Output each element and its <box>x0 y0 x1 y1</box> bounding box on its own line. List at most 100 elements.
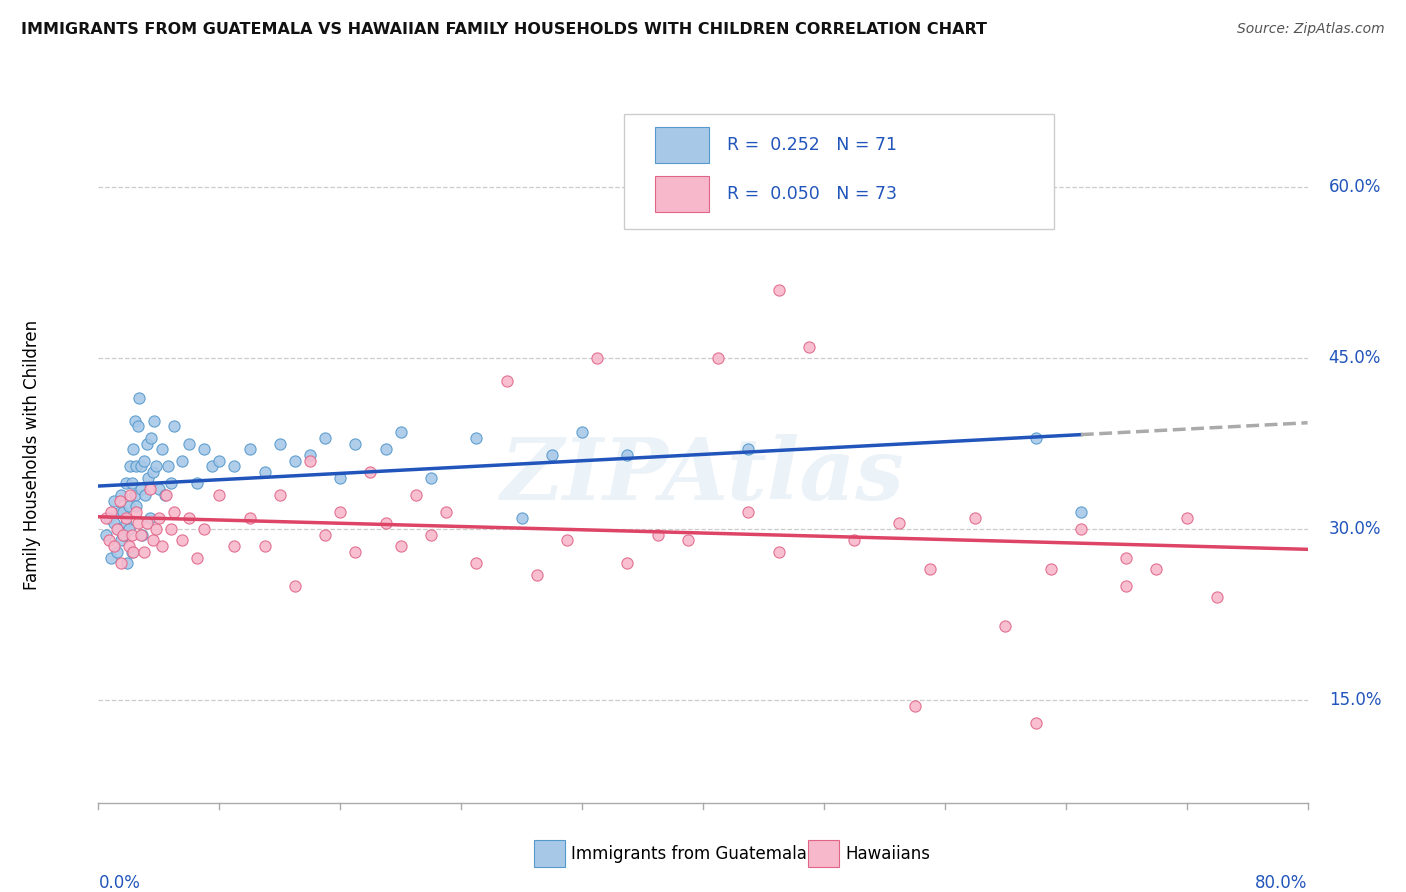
Point <box>127 516 149 531</box>
Point <box>94 528 117 542</box>
Point <box>269 488 291 502</box>
Point <box>124 414 146 428</box>
Point <box>616 448 638 462</box>
Point <box>768 545 790 559</box>
Point <box>374 516 396 531</box>
Point <box>239 510 262 524</box>
Point <box>994 619 1017 633</box>
Point <box>465 431 488 445</box>
Point <box>965 510 987 524</box>
Point <box>122 442 145 457</box>
Point <box>150 442 173 457</box>
Point <box>314 528 336 542</box>
Point <box>163 505 186 519</box>
Point <box>177 510 201 524</box>
Point <box>136 471 159 485</box>
Point <box>299 448 322 462</box>
Point <box>131 528 153 542</box>
Point <box>1070 522 1092 536</box>
Point <box>889 516 911 531</box>
Point <box>110 488 132 502</box>
Point <box>1144 562 1167 576</box>
Point <box>344 545 367 559</box>
Point <box>129 459 152 474</box>
Point <box>122 545 145 559</box>
Point <box>156 459 179 474</box>
Point <box>177 436 201 450</box>
Point <box>201 459 224 474</box>
Point <box>98 510 121 524</box>
Point <box>114 516 136 531</box>
FancyBboxPatch shape <box>655 128 709 163</box>
Point <box>114 476 136 491</box>
Point <box>170 453 193 467</box>
Point <box>150 539 173 553</box>
Point <box>100 505 122 519</box>
FancyBboxPatch shape <box>655 176 709 211</box>
Point <box>160 476 183 491</box>
Point <box>125 505 148 519</box>
Point <box>127 419 149 434</box>
Text: IMMIGRANTS FROM GUATEMALA VS HAWAIIAN FAMILY HOUSEHOLDS WITH CHILDREN CORRELATIO: IMMIGRANTS FROM GUATEMALA VS HAWAIIAN FA… <box>21 22 987 37</box>
Point <box>118 522 141 536</box>
Text: ZIPAtlas: ZIPAtlas <box>501 434 905 517</box>
Point <box>1115 579 1137 593</box>
Point <box>253 539 276 553</box>
Point <box>142 533 165 548</box>
Point <box>110 556 132 570</box>
Point <box>465 556 488 570</box>
Point <box>193 522 215 536</box>
Point <box>135 516 157 531</box>
Point <box>676 533 699 548</box>
Point <box>94 510 117 524</box>
Point <box>103 516 125 531</box>
Point <box>100 550 122 565</box>
Point <box>121 528 143 542</box>
Point <box>208 453 231 467</box>
Point <box>108 505 131 519</box>
Text: Family Households with Children: Family Households with Children <box>22 320 41 590</box>
Point <box>170 533 193 548</box>
Point <box>105 522 128 536</box>
Point <box>224 539 246 553</box>
Text: R =  0.252   N = 71: R = 0.252 N = 71 <box>727 136 897 154</box>
Point <box>419 528 441 542</box>
Point <box>186 476 208 491</box>
Point <box>1070 505 1092 519</box>
Point <box>616 556 638 570</box>
Point <box>904 698 927 713</box>
Point <box>105 545 128 559</box>
Text: Immigrants from Guatemala: Immigrants from Guatemala <box>571 845 807 863</box>
Point <box>129 482 152 496</box>
Text: 0.0%: 0.0% <box>98 873 141 891</box>
Point <box>389 539 412 553</box>
FancyBboxPatch shape <box>624 114 1053 229</box>
Point <box>118 500 141 514</box>
Point <box>143 414 166 428</box>
Point <box>797 340 820 354</box>
Point <box>132 453 155 467</box>
Point <box>107 522 129 536</box>
Point <box>193 442 215 457</box>
Point <box>114 510 136 524</box>
Point <box>844 533 866 548</box>
Point <box>224 459 246 474</box>
Point <box>571 425 593 439</box>
Point <box>148 482 170 496</box>
Point <box>128 391 150 405</box>
Point <box>155 488 177 502</box>
Point <box>135 436 157 450</box>
Point <box>112 528 135 542</box>
Point <box>1024 715 1046 730</box>
Point <box>299 453 322 467</box>
Text: 80.0%: 80.0% <box>1256 873 1308 891</box>
Point <box>526 567 548 582</box>
Point <box>707 351 730 365</box>
Point <box>125 500 148 514</box>
Point <box>115 556 138 570</box>
Point <box>344 436 367 450</box>
Point <box>98 533 121 548</box>
Point <box>153 488 176 502</box>
Point <box>555 533 578 548</box>
Text: 15.0%: 15.0% <box>1329 691 1381 709</box>
